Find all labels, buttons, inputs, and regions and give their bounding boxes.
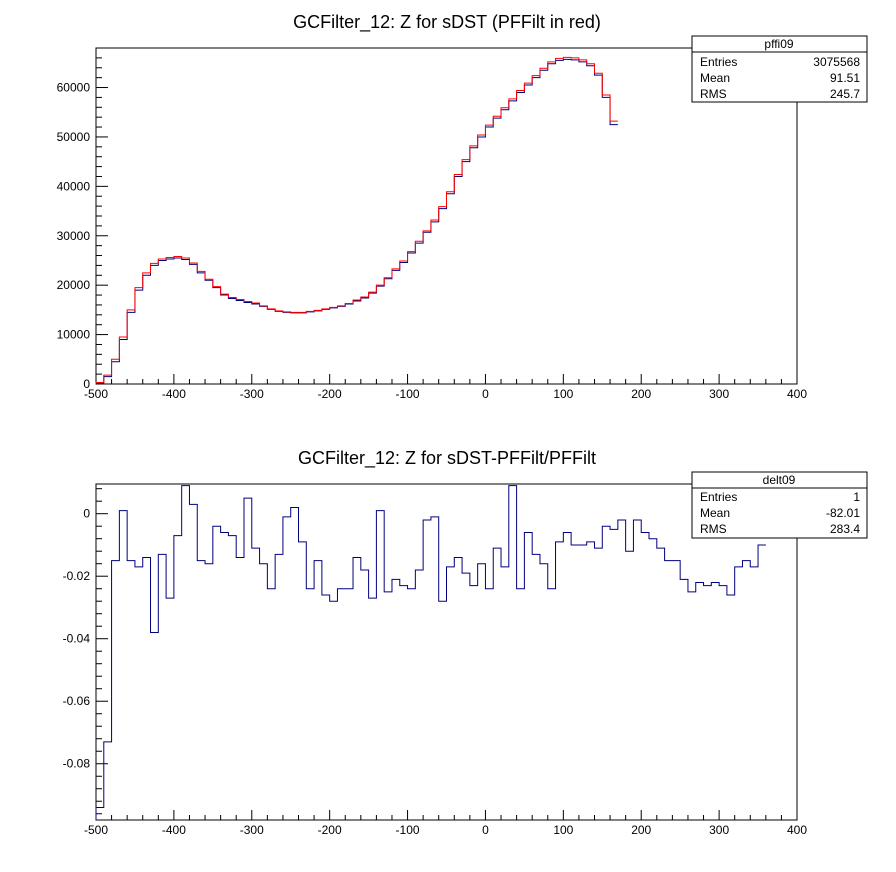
top-stats-entries-label: Entries <box>700 55 737 69</box>
top-stats-mean-value: 91.51 <box>830 71 860 85</box>
top-stats-rms-label: RMS <box>700 87 727 101</box>
bottom-stats-entries-value: 1 <box>853 490 860 504</box>
bottom-y-tick-label: -0.08 <box>63 757 91 771</box>
bottom-x-tick-label: -400 <box>162 823 186 837</box>
top-x-tick-label: 200 <box>631 387 651 401</box>
bottom-x-tick-label: 400 <box>787 823 807 837</box>
bottom-stats-rms-value: 283.4 <box>830 522 860 536</box>
bottom-frame <box>95 483 798 821</box>
top-y-tick-label: 0 <box>83 377 90 391</box>
top-stats-rms-value: 245.7 <box>830 87 860 101</box>
top-x-tick-label: -400 <box>162 387 186 401</box>
top-stats-name: pffi09 <box>764 37 793 51</box>
top-y-tick-label: 20000 <box>57 278 91 292</box>
top-y-tick-label: 10000 <box>57 328 91 342</box>
top-y-tick-label: 60000 <box>57 81 91 95</box>
top-x-tick-label: 300 <box>709 387 729 401</box>
bottom-chart-title: GCFilter_12: Z for sDST-PFFilt/PFFilt <box>298 448 596 469</box>
bottom-stats-name: delt09 <box>763 473 796 487</box>
bottom-x-tick-label: 300 <box>709 823 729 837</box>
top-chart: GCFilter_12: Z for sDST (PFFilt in red) … <box>57 12 868 401</box>
bottom-x-tick-label: 200 <box>631 823 651 837</box>
top-x-tick-label: 400 <box>787 387 807 401</box>
bottom-y-tick-label: -0.06 <box>63 694 91 708</box>
top-y-tick-label: 50000 <box>57 130 91 144</box>
bottom-series-blue-line <box>95 485 766 820</box>
bottom-stats-box: delt09 Entries 1 Mean -82.01 RMS 283.4 <box>691 471 868 539</box>
bottom-y-tick-label: -0.04 <box>63 632 91 646</box>
bottom-x-tick-label: -200 <box>318 823 342 837</box>
bottom-plot-area: -500 -400 -300 -200 -100 0 100 200 300 400 -0.08 -0… <box>63 483 807 837</box>
top-stats-entries-value: 3075568 <box>813 55 860 69</box>
bottom-x-tick-label: -500 <box>84 823 108 837</box>
top-x-tick-label: -300 <box>240 387 264 401</box>
top-series-blue-line <box>95 58 618 384</box>
top-chart-title: GCFilter_12: Z for sDST (PFFilt in red) <box>293 12 601 33</box>
top-x-tick-label: 0 <box>482 387 489 401</box>
top-y-tick-label: 30000 <box>57 229 91 243</box>
top-x-tick-label: -100 <box>396 387 420 401</box>
top-series-red-line <box>95 56 618 384</box>
bottom-x-tick-label: -100 <box>396 823 420 837</box>
bottom-stats-entries-label: Entries <box>700 490 737 504</box>
top-stats-box: pffi09 Entries 3075568 Mean 91.51 RMS 24… <box>691 35 868 103</box>
top-x-tick-label: 100 <box>553 387 573 401</box>
bottom-stats-rms-label: RMS <box>700 522 727 536</box>
bottom-stats-mean-label: Mean <box>700 506 730 520</box>
bottom-x-tick-label: 0 <box>482 823 489 837</box>
bottom-chart: GCFilter_12: Z for sDST-PFFilt/PFFilt -5… <box>63 448 868 837</box>
bottom-stats-mean-value: -82.01 <box>826 506 860 520</box>
bottom-x-tick-label: -300 <box>240 823 264 837</box>
bottom-y-tick-label: 0 <box>83 507 90 521</box>
top-x-tick-label: -200 <box>318 387 342 401</box>
top-plot-area: -500 -400 -300 -200 -100 0 100 200 300 400 0 10000 2… <box>57 47 807 401</box>
top-y-tick-label: 40000 <box>57 179 91 193</box>
top-x-tick-label: -500 <box>84 387 108 401</box>
top-stats-mean-label: Mean <box>700 71 730 85</box>
bottom-x-tick-label: 100 <box>553 823 573 837</box>
bottom-y-tick-label: -0.02 <box>63 569 91 583</box>
